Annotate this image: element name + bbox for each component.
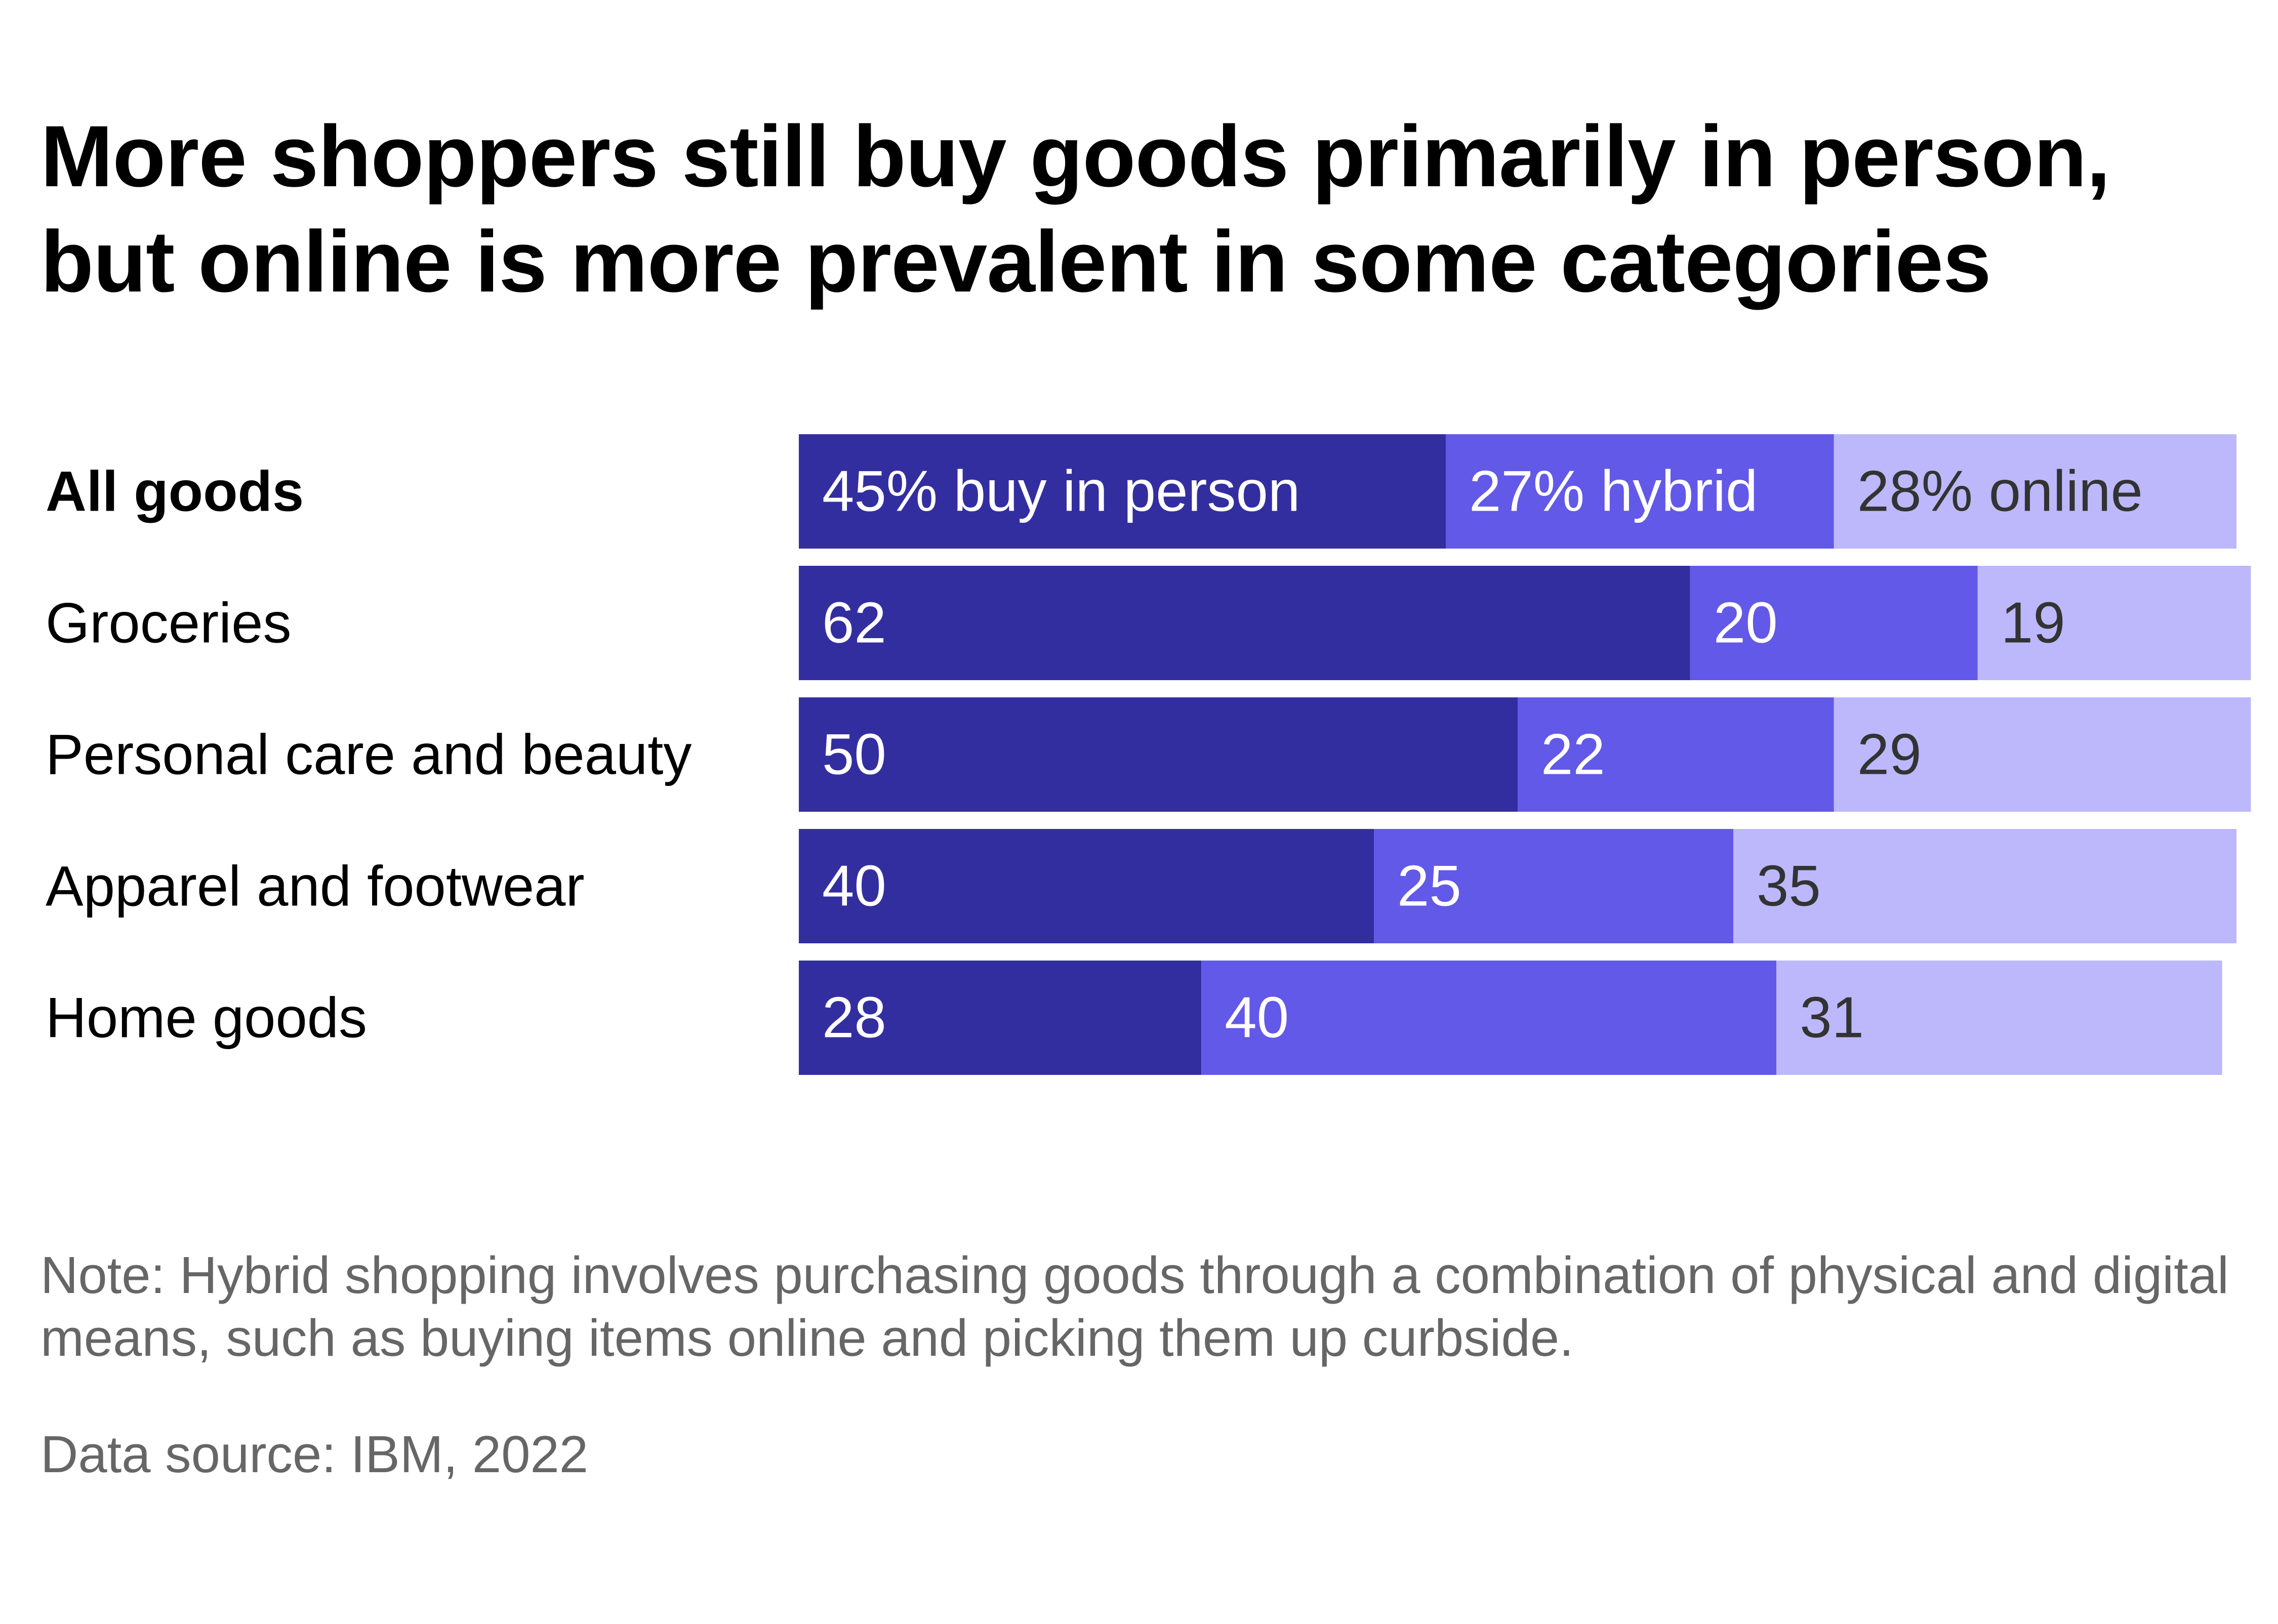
bar-home-goods-hybrid	[1201, 961, 1777, 1075]
bar-all-goods-in-person	[799, 434, 1446, 549]
data-label-apparel-and-footwear-hybrid: 25	[1397, 854, 1461, 919]
bar-all-goods-hybrid	[1446, 434, 1834, 549]
data-label-home-goods-in-person: 28	[822, 986, 886, 1050]
data-source: Data source: IBM, 2022	[40, 1425, 589, 1483]
bar-personal-care-and-beauty-hybrid	[1518, 697, 1834, 812]
data-label-home-goods-hybrid: 40	[1225, 986, 1289, 1050]
bar-home-goods-online	[1776, 961, 2222, 1075]
bar-data-labels: 45% buy in person 27% hybrid 28% online 62 2…	[822, 460, 2143, 1050]
bar-home-goods-in-person	[799, 961, 1202, 1075]
data-label-personal-care-and-beauty-online: 29	[1857, 723, 1922, 787]
bar-groceries-in-person	[799, 566, 1690, 680]
data-label-all-goods-online: 28% online	[1857, 460, 2143, 524]
chart-title: More shoppers still buy goods primarily …	[40, 108, 2110, 310]
category-label-groceries: Groceries	[46, 592, 291, 655]
bar-personal-care-and-beauty-online	[1834, 697, 2251, 812]
data-label-apparel-and-footwear-online: 35	[1757, 854, 1821, 919]
category-label-all-goods: All goods	[46, 460, 304, 523]
bar-apparel-and-footwear-online	[1733, 829, 2236, 943]
bar-groceries-online	[1977, 566, 2251, 680]
bar-apparel-and-footwear-hybrid	[1374, 829, 1733, 943]
data-label-personal-care-and-beauty-hybrid: 22	[1541, 723, 1605, 787]
data-label-home-goods-online: 31	[1800, 986, 1864, 1050]
bar-personal-care-and-beauty-in-person	[799, 697, 1518, 812]
bar-segments	[799, 434, 2251, 1075]
data-label-groceries-hybrid: 20	[1714, 591, 1778, 655]
chart-note: Note: Hybrid shopping involves purchasin…	[40, 1246, 2229, 1367]
category-label-home-goods: Home goods	[46, 986, 367, 1050]
data-label-all-goods-hybrid: 27% hybrid	[1469, 460, 1758, 524]
data-label-apparel-and-footwear-in-person: 40	[822, 854, 886, 919]
bar-all-goods-online	[1834, 434, 2236, 549]
category-label-personal-care-and-beauty: Personal care and beauty	[46, 723, 691, 786]
category-label-apparel-and-footwear: Apparel and footwear	[46, 855, 585, 918]
data-label-groceries-in-person: 62	[822, 591, 886, 655]
category-labels: All goods Groceries Personal care and beau…	[46, 460, 691, 1050]
bar-apparel-and-footwear-in-person	[799, 829, 1374, 943]
data-label-personal-care-and-beauty-in-person: 50	[822, 723, 886, 787]
data-label-groceries-online: 19	[2001, 591, 2065, 655]
data-label-all-goods-in-person: 45% buy in person	[822, 460, 1300, 524]
bar-groceries-hybrid	[1690, 566, 1978, 680]
